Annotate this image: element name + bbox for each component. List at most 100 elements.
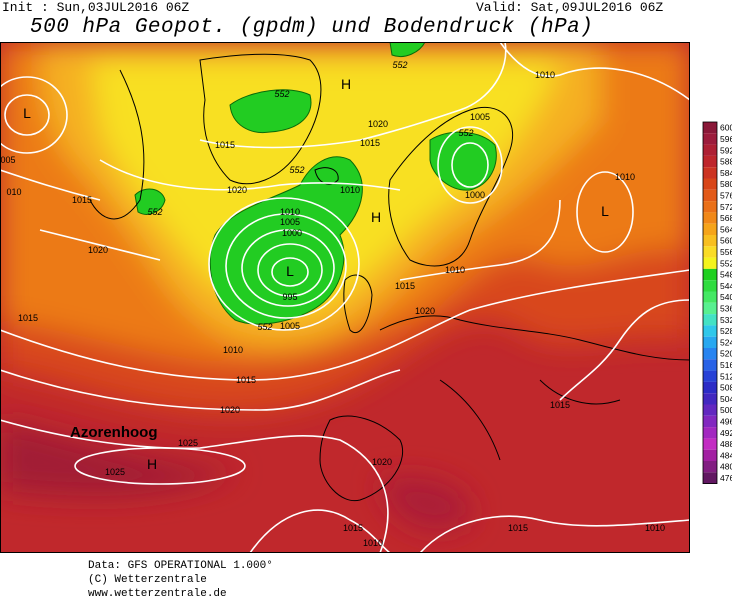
legend-swatch: [703, 325, 717, 337]
legend-swatch: [703, 280, 717, 292]
legend-label: 496: [720, 416, 732, 426]
high-center: H: [371, 209, 381, 225]
legend-swatch: [703, 257, 717, 269]
legend-label: 556: [720, 247, 732, 257]
height-label: 552: [289, 165, 304, 175]
isobar-label: 1020: [88, 245, 108, 255]
low-center: L: [601, 203, 609, 219]
isobar-label: 1020: [220, 405, 240, 415]
legend-swatch: [703, 438, 717, 450]
legend-label: 564: [720, 224, 732, 234]
map: Azorenhoog 10101005101510201015101010201…: [0, 42, 732, 553]
isobar-label: 1010: [223, 345, 243, 355]
isobar-label: 1010: [363, 538, 383, 548]
legend-label: 600: [720, 123, 732, 133]
legend-swatch: [703, 167, 717, 179]
high-center: H: [147, 456, 157, 472]
isobar-label: 1015: [508, 523, 528, 533]
legend-label: 512: [720, 371, 732, 381]
legend-swatch: [703, 223, 717, 235]
height-label: 552: [257, 322, 272, 332]
legend-swatch: [703, 393, 717, 405]
legend-label: 524: [720, 337, 732, 347]
legend-label: 488: [720, 439, 732, 449]
legend-swatch: [703, 359, 717, 371]
legend-label: 536: [720, 303, 732, 313]
coastlines: [89, 53, 690, 502]
isobar-label: 1025: [178, 438, 198, 448]
isobar-label: 1010: [645, 523, 665, 533]
legend-swatch: [703, 381, 717, 394]
low-center: L: [23, 105, 31, 121]
height-label: 552: [458, 128, 473, 138]
isobar-label: 005: [0, 155, 15, 165]
isobar-label: 1015: [360, 138, 380, 148]
isobar-label: 1015: [236, 375, 256, 385]
legend-label: 504: [720, 394, 732, 404]
legend-label: 528: [720, 326, 732, 336]
legend-swatch: [703, 122, 717, 134]
isobar-label: 1025: [105, 467, 125, 477]
annotation: Azorenhoog: [70, 424, 158, 441]
isobar-label: 1020: [227, 185, 247, 195]
legend-swatch: [703, 404, 717, 416]
legend-swatch: [703, 336, 717, 348]
legend-label: 532: [720, 315, 732, 325]
legend-label: 500: [720, 405, 732, 415]
legend-label: 480: [720, 462, 732, 472]
legend-swatch: [703, 178, 717, 190]
high-center: H: [341, 76, 351, 92]
map-frame: [0, 42, 690, 553]
map-field: [0, 42, 690, 553]
legend-label: 576: [720, 190, 732, 200]
isobar-label: 1000: [465, 190, 485, 200]
legend-label: 544: [720, 281, 732, 291]
legend-label: 520: [720, 349, 732, 359]
legend-swatch: [703, 212, 717, 224]
legend-swatch: [703, 133, 717, 145]
legend-swatch: [703, 291, 717, 303]
legend-swatch: [703, 415, 717, 428]
isobar-label: 1015: [72, 195, 92, 205]
legend-label: 580: [720, 179, 732, 189]
legend-label: 572: [720, 202, 732, 212]
isobar-label: 1010: [535, 70, 555, 80]
legend-swatch: [703, 314, 717, 326]
legend-swatch: [703, 268, 717, 281]
legend-label: 568: [720, 213, 732, 223]
legend-swatch: [703, 427, 717, 439]
legend-label: 584: [720, 168, 732, 178]
height-label: 552: [147, 207, 162, 217]
legend-swatch: [703, 155, 717, 168]
map-title: 500 hPa Geopot. (gpdm) und Bodendruck (h…: [30, 16, 594, 39]
legend-label: 548: [720, 270, 732, 280]
init-time: Init : Sun,03JUL2016 06Z: [2, 0, 190, 15]
isobar-label: 1015: [395, 281, 415, 291]
low-center: L: [286, 263, 294, 279]
isobar-label: 1000: [282, 228, 302, 238]
legend-frame: [702, 121, 718, 485]
legend-swatch: [703, 472, 717, 484]
valid-time: Valid: Sat,09JUL2016 06Z: [476, 0, 664, 15]
isobar-label: 1010: [280, 207, 300, 217]
isobar-label: 1005: [470, 112, 490, 122]
legend-label: 588: [720, 157, 732, 167]
isobar-label: 1010: [340, 185, 360, 195]
isobars: [0, 42, 690, 553]
isobar-label: 1015: [343, 523, 363, 533]
legend-label: 560: [720, 236, 732, 246]
isobar-label: 1005: [280, 321, 300, 331]
legend-label: 596: [720, 134, 732, 144]
isobar-label: 1020: [372, 457, 392, 467]
isobar-label: 995: [282, 292, 297, 302]
footer-line: Data: GFS OPERATIONAL 1.000°: [88, 560, 273, 572]
legend-swatch: [703, 370, 717, 382]
isobar-label: 1015: [550, 400, 570, 410]
isobar-label: 1015: [215, 140, 235, 150]
isobar-label: 1005: [280, 217, 300, 227]
legend-label: 516: [720, 360, 732, 370]
legend-swatch: [703, 189, 717, 202]
legend-swatch: [703, 449, 717, 461]
legend-label: 508: [720, 383, 732, 393]
